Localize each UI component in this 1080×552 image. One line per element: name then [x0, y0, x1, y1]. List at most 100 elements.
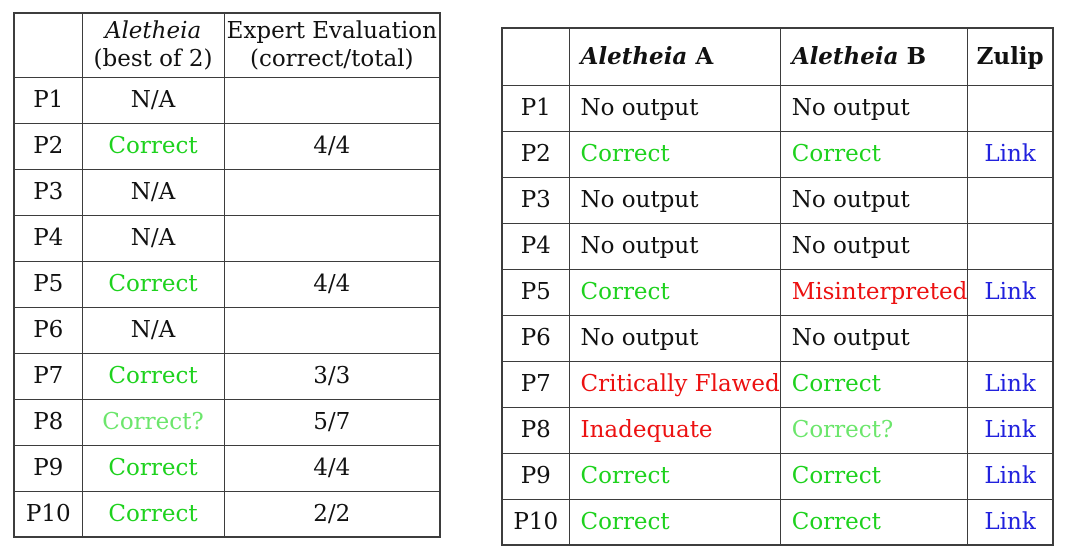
expert-score: 4/4 [223, 122, 441, 170]
expert-score [223, 76, 441, 124]
aletheia-result: Correct? [81, 398, 225, 446]
aletheia-b-result: No output [779, 314, 969, 362]
aletheia-title: Aletheia [104, 17, 202, 44]
aletheia-b-result: Misinterpreted [779, 268, 969, 316]
problem-id: P6 [13, 306, 83, 354]
corner-cell [501, 27, 570, 86]
aletheia-a-result: Correct [568, 130, 781, 178]
header-row: Aletheia (best of 2) Expert Evaluation (co… [13, 12, 441, 78]
zulip-link-cell: Link [967, 268, 1054, 316]
problem-id: P10 [13, 490, 83, 538]
problem-id: P1 [13, 76, 83, 124]
problem-id: P6 [501, 314, 570, 362]
problem-id: P10 [501, 498, 570, 546]
aletheia-result: N/A [81, 76, 225, 124]
aletheia-b-result: Correct [779, 360, 969, 408]
zulip-link[interactable]: Link [984, 371, 1036, 397]
table-row: P2 Correct Correct Link [501, 130, 1054, 178]
aletheia-result: N/A [81, 168, 225, 216]
expert-score: 2/2 [223, 490, 441, 538]
aletheia-b-title: Aletheia [791, 43, 899, 71]
aletheia-b-column-header: Aletheia B [779, 27, 969, 86]
expert-score [223, 168, 441, 216]
zulip-link-cell [967, 176, 1054, 224]
expert-title: Expert Evaluation [226, 17, 437, 44]
zulip-link[interactable]: Link [984, 508, 1036, 535]
aletheia-a-result: Critically Flawed [568, 360, 781, 408]
aletheia-a-result: No output [568, 84, 781, 132]
aletheia-b-result: Correct [779, 452, 969, 500]
expert-score: 4/4 [223, 444, 441, 492]
problem-id: P9 [501, 452, 570, 500]
problem-id: P7 [13, 352, 83, 400]
table-row: P8 Inadequate Correct? Link [501, 406, 1054, 454]
zulip-link-cell: Link [967, 498, 1054, 546]
aletheia-b-suffix: B [906, 43, 927, 71]
zulip-link-cell: Link [967, 360, 1054, 408]
aletheia-b-result: No output [779, 84, 969, 132]
problem-id: P2 [501, 130, 570, 178]
problem-id: P8 [501, 406, 570, 454]
aletheia-result: Correct [81, 352, 225, 400]
aletheia-a-title: Aletheia [580, 43, 688, 71]
expert-score [223, 306, 441, 354]
expert-score: 5/7 [223, 398, 441, 446]
aletheia-a-column-header: Aletheia A [568, 27, 781, 86]
aletheia-b-result: Correct? [779, 406, 969, 454]
aletheia-ab-zulip-table: Aletheia A Aletheia B Zulip P1 No output… [501, 27, 1054, 546]
aletheia-a-result: Correct [568, 452, 781, 500]
aletheia-a-result: No output [568, 222, 781, 270]
zulip-link-cell [967, 84, 1054, 132]
zulip-column-header: Zulip [967, 27, 1054, 86]
table-row: P4 N/A [13, 214, 441, 262]
zulip-link[interactable]: Link [984, 417, 1036, 443]
aletheia-a-result: No output [568, 176, 781, 224]
table-row: P10 Correct Correct Link [501, 498, 1054, 546]
aletheia-result: Correct [81, 122, 225, 170]
aletheia-expert-table: Aletheia (best of 2) Expert Evaluation (co… [13, 12, 441, 538]
aletheia-a-result: Correct [568, 268, 781, 316]
aletheia-b-result: Correct [779, 130, 969, 178]
aletheia-b-result: Correct [779, 498, 969, 546]
zulip-link[interactable]: Link [984, 279, 1036, 305]
aletheia-result: N/A [81, 214, 225, 262]
zulip-link-cell: Link [967, 130, 1054, 178]
table-row: P6 No output No output [501, 314, 1054, 362]
problem-id: P3 [13, 168, 83, 216]
table-row: P5 Correct Misinterpreted Link [501, 268, 1054, 316]
zulip-link-cell: Link [967, 452, 1054, 500]
table-row: P7 Critically Flawed Correct Link [501, 360, 1054, 408]
aletheia-a-suffix: A [695, 43, 714, 71]
aletheia-a-result: Correct [568, 498, 781, 546]
expert-score [223, 214, 441, 262]
expert-subtitle: (correct/total) [249, 46, 414, 73]
zulip-link[interactable]: Link [984, 141, 1036, 167]
aletheia-a-result: No output [568, 314, 781, 362]
zulip-link-cell [967, 222, 1054, 270]
problem-id: P2 [13, 122, 83, 170]
aletheia-column-header: Aletheia (best of 2) [81, 12, 225, 78]
table-row: P6 N/A [13, 306, 441, 354]
problem-id: P4 [13, 214, 83, 262]
expert-score: 3/3 [223, 352, 441, 400]
problem-id: P9 [13, 444, 83, 492]
aletheia-result: Correct [81, 444, 225, 492]
aletheia-result: Correct [81, 490, 225, 538]
aletheia-result: N/A [81, 306, 225, 354]
problem-id: P1 [501, 84, 570, 132]
problem-id: P7 [501, 360, 570, 408]
header-row: Aletheia A Aletheia B Zulip [501, 27, 1054, 86]
table-row: P3 No output No output [501, 176, 1054, 224]
aletheia-result: Correct [81, 260, 225, 308]
aletheia-b-result: No output [779, 176, 969, 224]
table-row: P1 N/A [13, 76, 441, 124]
table-row: P9 Correct Correct Link [501, 452, 1054, 500]
corner-cell [13, 12, 83, 78]
problem-id: P5 [501, 268, 570, 316]
problem-id: P3 [501, 176, 570, 224]
table-row: P8 Correct? 5/7 [13, 398, 441, 446]
table-row: P10 Correct 2/2 [13, 490, 441, 538]
table-row: P9 Correct 4/4 [13, 444, 441, 492]
zulip-link[interactable]: Link [984, 463, 1036, 489]
